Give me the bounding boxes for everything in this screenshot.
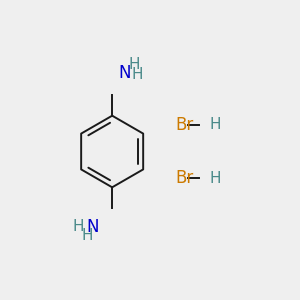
Text: N: N	[86, 218, 99, 236]
Text: H: H	[132, 67, 143, 82]
Text: H: H	[209, 171, 221, 186]
Text: H: H	[128, 57, 140, 72]
Text: N: N	[118, 64, 131, 82]
Text: Br: Br	[176, 116, 194, 134]
Text: H: H	[81, 228, 92, 243]
Text: Br: Br	[176, 169, 194, 187]
Text: H: H	[73, 219, 84, 234]
Text: H: H	[209, 117, 221, 132]
